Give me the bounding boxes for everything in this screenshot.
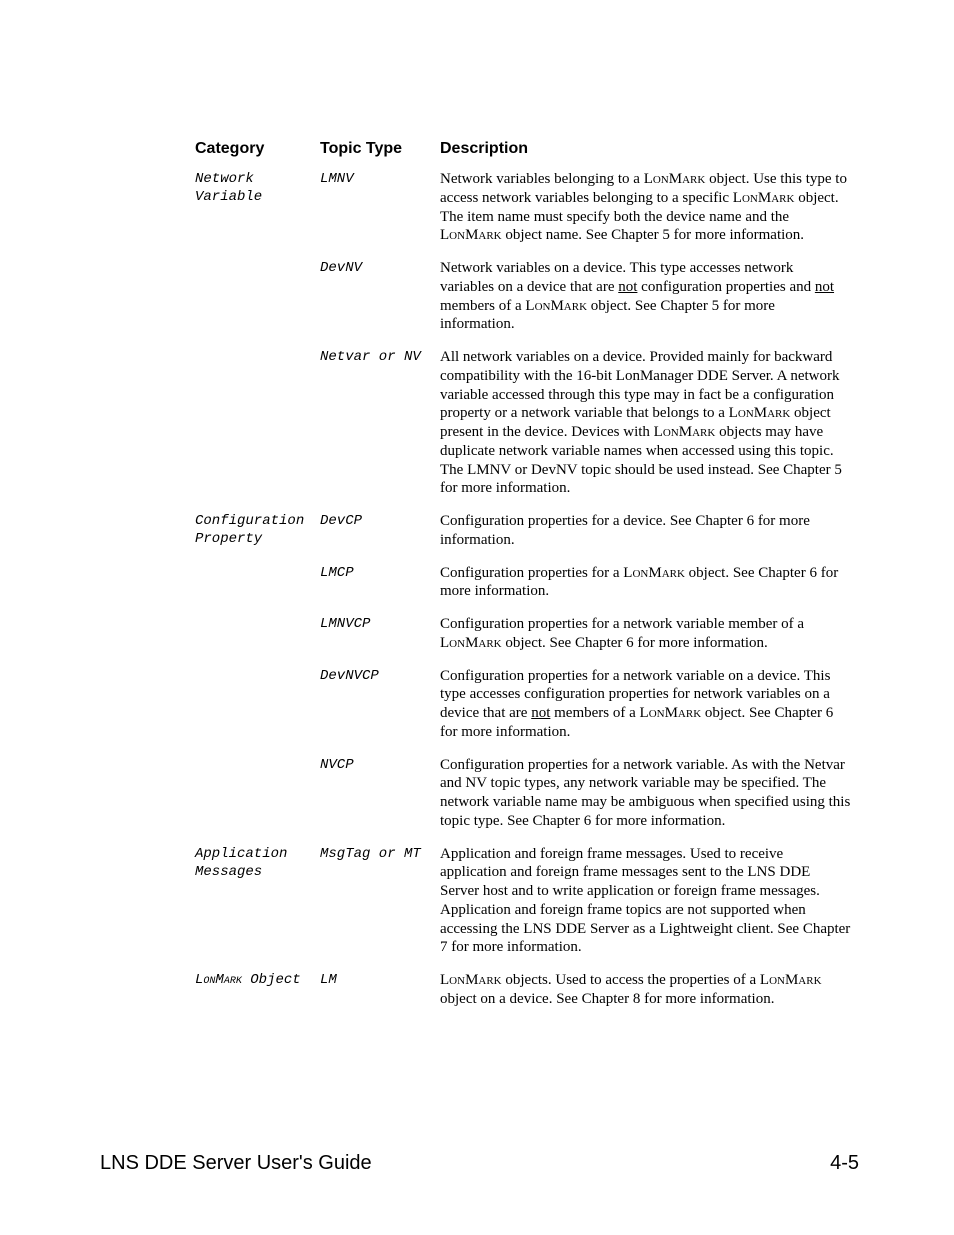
footer-title: LNS DDE Server User's Guide (100, 1152, 372, 1175)
cell-description: Application and foreign frame messages. … (440, 845, 859, 972)
header-category: Category (195, 140, 320, 170)
cell-topic-type: DevCP (320, 512, 440, 564)
page-footer: LNS DDE Server User's Guide 4-5 (100, 1152, 859, 1175)
table-row: NVCPConfiguration properties for a netwo… (195, 756, 859, 845)
table-row: LMNVCPConfiguration properties for a net… (195, 615, 859, 667)
header-topic-type: Topic Type (320, 140, 440, 170)
cell-topic-type: Netvar or NV (320, 348, 440, 512)
cell-topic-type: NVCP (320, 756, 440, 845)
cell-description: Network variables belonging to a LonMark… (440, 170, 859, 259)
cell-category: Network Variable (195, 170, 320, 259)
cell-topic-type: DevNV (320, 259, 440, 348)
cell-topic-type: DevNVCP (320, 667, 440, 756)
cell-category (195, 615, 320, 667)
table-row: Network VariableLMNVNetwork variables be… (195, 170, 859, 259)
table-row: LonMark ObjectLMLonMark objects. Used to… (195, 971, 859, 1023)
cell-description: Configuration properties for a network v… (440, 615, 859, 667)
table-header-row: Category Topic Type Description (195, 140, 859, 170)
cell-category: Application Messages (195, 845, 320, 972)
footer-page-number: 4-5 (830, 1152, 859, 1175)
table-row: Configuration PropertyDevCPConfiguration… (195, 512, 859, 564)
table-row: DevNVCPConfiguration properties for a ne… (195, 667, 859, 756)
cell-description: All network variables on a device. Provi… (440, 348, 859, 512)
header-description: Description (440, 140, 859, 170)
table-row: DevNVNetwork variables on a device. This… (195, 259, 859, 348)
table-body: Network VariableLMNVNetwork variables be… (195, 170, 859, 1023)
cell-category: LonMark Object (195, 971, 320, 1023)
cell-description: Configuration properties for a network v… (440, 667, 859, 756)
cell-category: Configuration Property (195, 512, 320, 564)
table-row: Netvar or NVAll network variables on a d… (195, 348, 859, 512)
cell-category (195, 259, 320, 348)
cell-category (195, 564, 320, 616)
cell-topic-type: LM (320, 971, 440, 1023)
cell-category (195, 348, 320, 512)
cell-description: Network variables on a device. This type… (440, 259, 859, 348)
cell-topic-type: LMCP (320, 564, 440, 616)
cell-description: Configuration properties for a LonMark o… (440, 564, 859, 616)
cell-description: Configuration properties for a device. S… (440, 512, 859, 564)
table-row: Application MessagesMsgTag or MTApplicat… (195, 845, 859, 972)
cell-topic-type: MsgTag or MT (320, 845, 440, 972)
cell-description: LonMark objects. Used to access the prop… (440, 971, 859, 1023)
cell-category (195, 667, 320, 756)
page-content: Category Topic Type Description Network … (0, 0, 954, 1023)
cell-topic-type: LMNV (320, 170, 440, 259)
cell-description: Configuration properties for a network v… (440, 756, 859, 845)
table-row: LMCPConfiguration properties for a LonMa… (195, 564, 859, 616)
cell-category (195, 756, 320, 845)
cell-topic-type: LMNVCP (320, 615, 440, 667)
topic-types-table: Category Topic Type Description Network … (195, 140, 859, 1023)
